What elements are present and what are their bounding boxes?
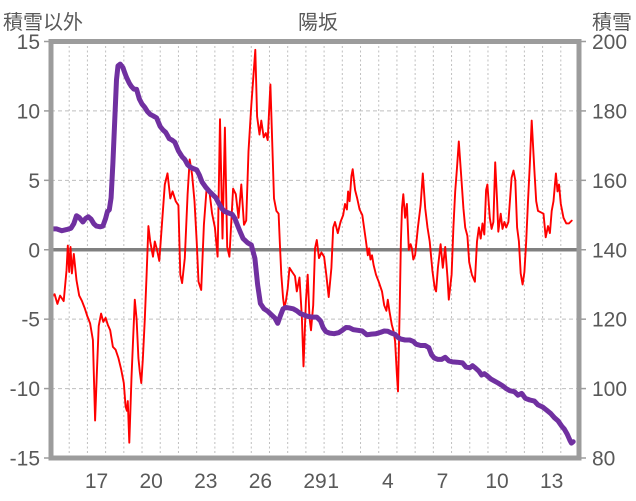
x-axis-tick-label: 23 (194, 470, 217, 493)
plot-border (48, 39, 582, 461)
right-axis-tick-label: 100 (592, 378, 627, 401)
x-axis-tick-label: 1 (327, 470, 339, 493)
right-axis-tick-label: 180 (592, 100, 627, 123)
right-axis-title: 積雪 (592, 12, 632, 34)
left-axis-title: 積雪以外 (3, 12, 83, 34)
x-axis-tick-label: 13 (540, 470, 563, 493)
left-axis-tick-label: -10 (10, 378, 40, 401)
x-axis-tick-label: 26 (249, 470, 272, 493)
purple-series-line (49, 61, 576, 446)
right-axis-tick-label: 120 (592, 309, 627, 332)
x-axis-tick-label: 4 (382, 470, 394, 493)
left-axis-tick-label: 0 (28, 239, 40, 262)
left-axis-tick-label: -15 (10, 448, 40, 471)
left-axis-tick-label: 5 (28, 170, 40, 193)
right-axis-tick-label: 160 (592, 170, 627, 193)
red-series-line (50, 48, 573, 444)
x-axis-tick-label: 17 (85, 470, 108, 493)
right-axis-tick-label: 80 (592, 448, 615, 471)
chart-title: 陽坂 (298, 12, 338, 34)
right-axis-tick-label: 200 (592, 31, 627, 54)
left-axis-tick-label: -5 (21, 309, 40, 332)
x-axis-tick-label: 20 (139, 470, 162, 493)
x-axis-tick-label: 7 (437, 470, 449, 493)
x-axis-tick-label: 10 (485, 470, 508, 493)
right-axis-tick-label: 140 (592, 239, 627, 262)
x-axis-tick-label: 29 (303, 470, 326, 493)
left-axis-tick-label: 10 (17, 100, 40, 123)
left-axis-tick-label: 15 (17, 31, 40, 54)
